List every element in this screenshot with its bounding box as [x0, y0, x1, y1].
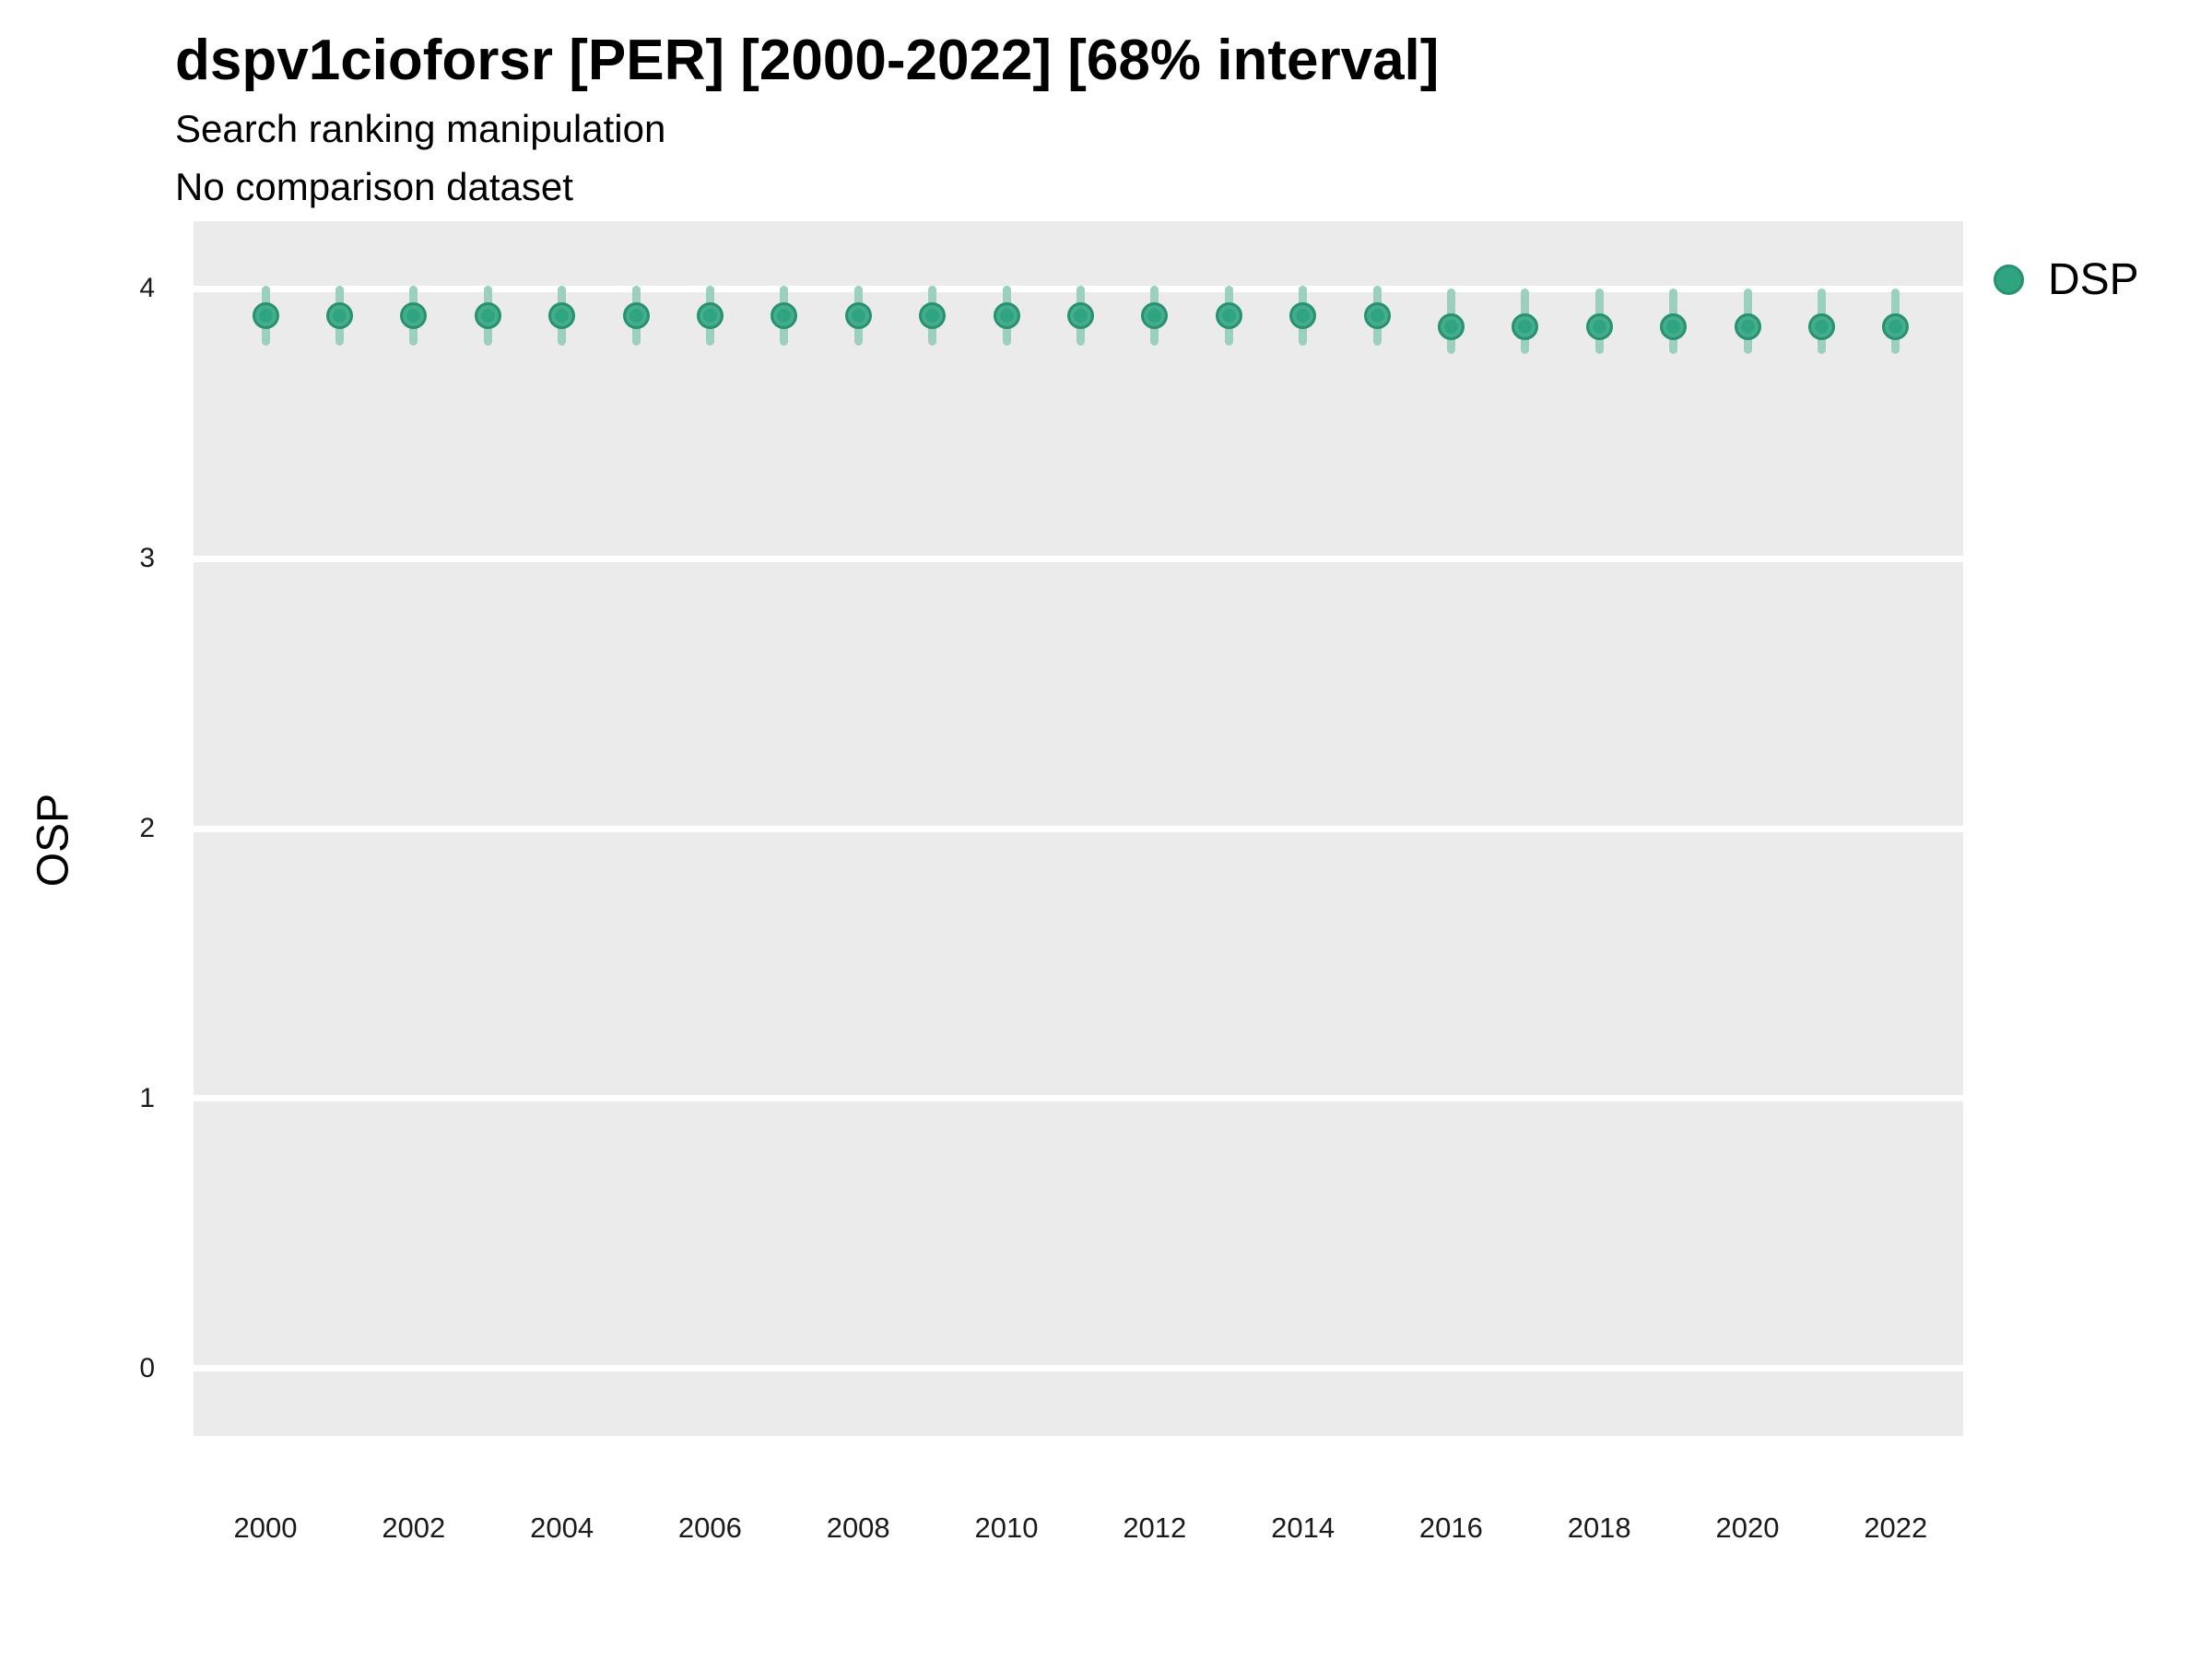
- legend-swatch-dsp: [1994, 265, 2024, 295]
- x-tick-label-2016: 2016: [1418, 1512, 1483, 1544]
- chart-subtitle: Search ranking manipulation: [175, 107, 666, 151]
- data-point-2019: [1660, 312, 1688, 340]
- data-point-2004: [548, 302, 576, 329]
- x-tick-label-2008: 2008: [826, 1512, 890, 1544]
- y-tick-label-3: 3: [139, 543, 155, 574]
- data-point-2005: [622, 302, 650, 329]
- data-point-2018: [1585, 312, 1613, 340]
- data-point-2001: [325, 302, 353, 329]
- y-tick-label-1: 1: [139, 1082, 155, 1113]
- title-block: dspv1cioforsr [PER] [2000-2022] [68% int…: [175, 28, 1439, 212]
- x-tick-label-2014: 2014: [1271, 1512, 1335, 1544]
- y-tick-label-0: 0: [139, 1352, 155, 1383]
- y-tick-label-2: 2: [139, 813, 155, 843]
- data-point-2007: [771, 302, 798, 329]
- data-point-2010: [993, 302, 1020, 329]
- data-point-2008: [844, 302, 872, 329]
- chart-title: dspv1cioforsr [PER] [2000-2022] [68% int…: [175, 29, 1440, 92]
- data-point-2009: [919, 302, 947, 329]
- chart-note: No comparison dataset: [175, 164, 573, 208]
- x-tick-label-2018: 2018: [1567, 1512, 1631, 1544]
- data-point-2021: [1807, 312, 1835, 340]
- data-point-2014: [1289, 302, 1317, 329]
- data-point-2022: [1882, 312, 1910, 340]
- gridline-y-2: [194, 825, 1963, 832]
- data-point-2013: [1215, 302, 1242, 329]
- data-point-2020: [1734, 312, 1761, 340]
- data-point-2017: [1512, 312, 1539, 340]
- gridline-y-1: [194, 1095, 1963, 1102]
- x-tick-label-2002: 2002: [382, 1512, 446, 1544]
- gridline-y-3: [194, 555, 1963, 562]
- plot-panel: [194, 221, 1963, 1436]
- data-point-2015: [1363, 302, 1391, 329]
- x-tick-label-2022: 2022: [1864, 1512, 1928, 1544]
- data-point-2000: [252, 302, 279, 329]
- data-point-2012: [1141, 302, 1169, 329]
- data-point-2016: [1437, 312, 1465, 340]
- x-tick-label-2010: 2010: [974, 1512, 1039, 1544]
- legend-label-dsp: DSP: [2048, 255, 2139, 304]
- gridline-y-0: [194, 1365, 1963, 1372]
- data-point-2003: [474, 302, 501, 329]
- x-tick-label-2000: 2000: [233, 1512, 298, 1544]
- x-tick-label-2004: 2004: [530, 1512, 594, 1544]
- data-point-2006: [696, 302, 724, 329]
- data-point-2002: [400, 302, 428, 329]
- x-tick-label-2012: 2012: [1123, 1512, 1187, 1544]
- x-tick-label-2006: 2006: [677, 1512, 742, 1544]
- y-tick-label-4: 4: [139, 273, 155, 304]
- x-tick-label-2020: 2020: [1715, 1512, 1780, 1544]
- data-point-2011: [1066, 302, 1094, 329]
- legend: DSP: [1994, 254, 2139, 305]
